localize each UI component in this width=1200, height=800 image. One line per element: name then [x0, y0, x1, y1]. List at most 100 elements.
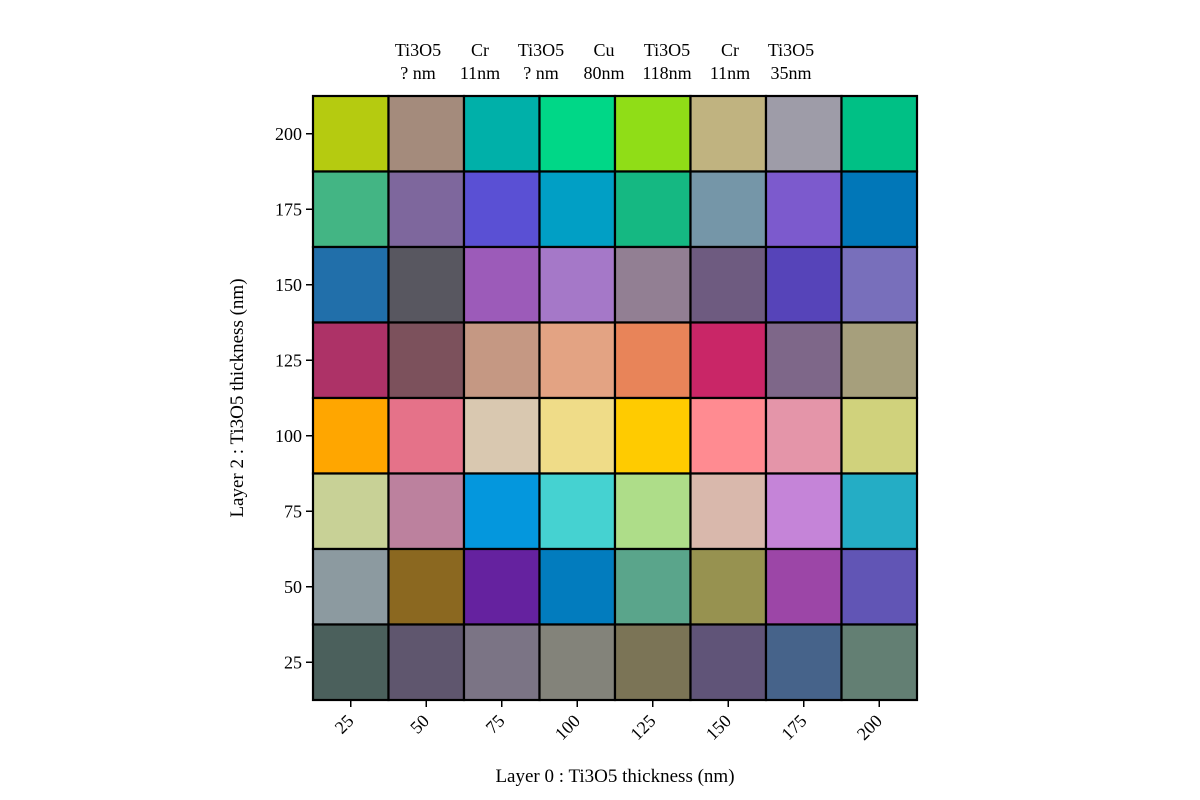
y-axis-ticks: 25 50 75 100 125 150 175 200 — [275, 124, 313, 672]
heatmap-cell — [311, 94, 390, 173]
heatmap-cell — [538, 321, 617, 400]
y-tick-label: 125 — [275, 350, 302, 370]
heatmap-cell — [689, 245, 768, 324]
y-tick-label: 150 — [275, 275, 302, 295]
heatmap-cell — [311, 547, 390, 626]
heatmap-cell — [689, 472, 768, 551]
title-thickness: ? nm — [523, 63, 559, 83]
heatmap-cell — [462, 170, 541, 249]
title-thickness: 35nm — [770, 63, 811, 83]
heatmap-cell — [311, 170, 390, 249]
title-thickness: ? nm — [400, 63, 436, 83]
heatmap-cell — [840, 94, 919, 173]
heatmap-cell — [538, 623, 617, 702]
chart-title: Ti3O5 Cr Ti3O5 Cu Ti3O5 Cr Ti3O5 ? nm 11nm ? nm 80… — [395, 40, 814, 83]
heatmap-cell — [840, 547, 919, 626]
heatmap-cell — [764, 245, 843, 324]
heatmap-cell — [840, 472, 919, 551]
y-tick-label: 75 — [284, 501, 302, 521]
y-tick-label: 100 — [275, 426, 302, 446]
heatmap-cell — [840, 245, 919, 324]
heatmap-cell — [689, 547, 768, 626]
x-tick-label: 200 — [853, 711, 886, 744]
heatmap-cell — [689, 170, 768, 249]
x-tick-label: 75 — [482, 711, 509, 738]
title-thickness: 11nm — [710, 63, 750, 83]
y-tick-label: 200 — [275, 124, 302, 144]
x-axis-label: Layer 0 : Ti3O5 thickness (nm) — [495, 766, 734, 787]
y-tick-label: 50 — [284, 577, 302, 597]
x-tick-label: 125 — [626, 711, 659, 744]
heatmap-cell — [387, 396, 466, 475]
heatmap-cell — [538, 472, 617, 551]
heatmap-cell — [311, 623, 390, 702]
heatmap-cell — [387, 245, 466, 324]
heatmap-cell — [764, 396, 843, 475]
heatmap-cell — [613, 472, 692, 551]
heatmap-cell — [764, 170, 843, 249]
heatmap-cell — [387, 623, 466, 702]
heatmap-cell — [387, 321, 466, 400]
heatmap-cell — [538, 94, 617, 173]
heatmap-cell — [311, 321, 390, 400]
heatmap-cell — [840, 321, 919, 400]
heatmap-cell — [613, 94, 692, 173]
heatmap-cell — [387, 547, 466, 626]
title-material: Ti3O5 — [395, 40, 441, 60]
heatmap-cell — [462, 623, 541, 702]
title-thickness: 11nm — [460, 63, 500, 83]
heatmap-cell — [764, 547, 843, 626]
heatmap-cell — [613, 623, 692, 702]
heatmap-cell — [462, 396, 541, 475]
heatmap-cell — [538, 170, 617, 249]
x-tick-label: 100 — [551, 711, 584, 744]
y-tick-label: 25 — [284, 652, 302, 672]
title-material: Cr — [471, 40, 489, 60]
x-tick-label: 175 — [777, 711, 810, 744]
heatmap-cell — [462, 94, 541, 173]
heatmap-cell — [462, 547, 541, 626]
title-material: Ti3O5 — [518, 40, 564, 60]
heatmap-cell — [311, 245, 390, 324]
heatmap-cell — [387, 94, 466, 173]
heatmap-cell — [764, 623, 843, 702]
heatmap-cell — [387, 170, 466, 249]
heatmap-cell — [538, 547, 617, 626]
heatmap-cell — [840, 623, 919, 702]
heatmap-cell — [840, 396, 919, 475]
heatmap-cell — [689, 623, 768, 702]
x-tick-label: 25 — [331, 711, 358, 738]
x-axis-ticks: 25 50 75 100 125 150 175 200 — [331, 700, 886, 744]
heatmap-cell — [311, 396, 390, 475]
heatmap-cell — [689, 396, 768, 475]
heatmap-cell — [764, 472, 843, 551]
heatmap-cell — [613, 245, 692, 324]
heatmap-cell — [387, 472, 466, 551]
y-tick-label: 175 — [275, 199, 302, 219]
y-axis-label: Layer 2 : Ti3O5 thickness (nm) — [227, 278, 248, 517]
heatmap-cell — [689, 321, 768, 400]
title-thickness: 80nm — [583, 63, 624, 83]
heatmap-cell — [462, 245, 541, 324]
heatmap-cell — [538, 396, 617, 475]
heatmap-cell — [613, 547, 692, 626]
title-material: Cr — [721, 40, 739, 60]
heatmap-cell — [462, 472, 541, 551]
x-tick-label: 50 — [406, 711, 433, 738]
heatmap-cell — [462, 321, 541, 400]
heatmap-cell — [689, 94, 768, 173]
heatmap-cell — [538, 245, 617, 324]
heatmap-cells — [311, 94, 919, 702]
heatmap-cell — [311, 472, 390, 551]
heatmap-cell — [613, 396, 692, 475]
x-tick-label: 150 — [702, 711, 735, 744]
heatmap-cell — [764, 321, 843, 400]
heatmap-cell — [764, 94, 843, 173]
heatmap-cell — [613, 321, 692, 400]
heatmap-cell — [840, 170, 919, 249]
title-material: Cu — [593, 40, 614, 60]
title-material: Ti3O5 — [644, 40, 690, 60]
heatmap-cell — [613, 170, 692, 249]
title-material: Ti3O5 — [768, 40, 814, 60]
